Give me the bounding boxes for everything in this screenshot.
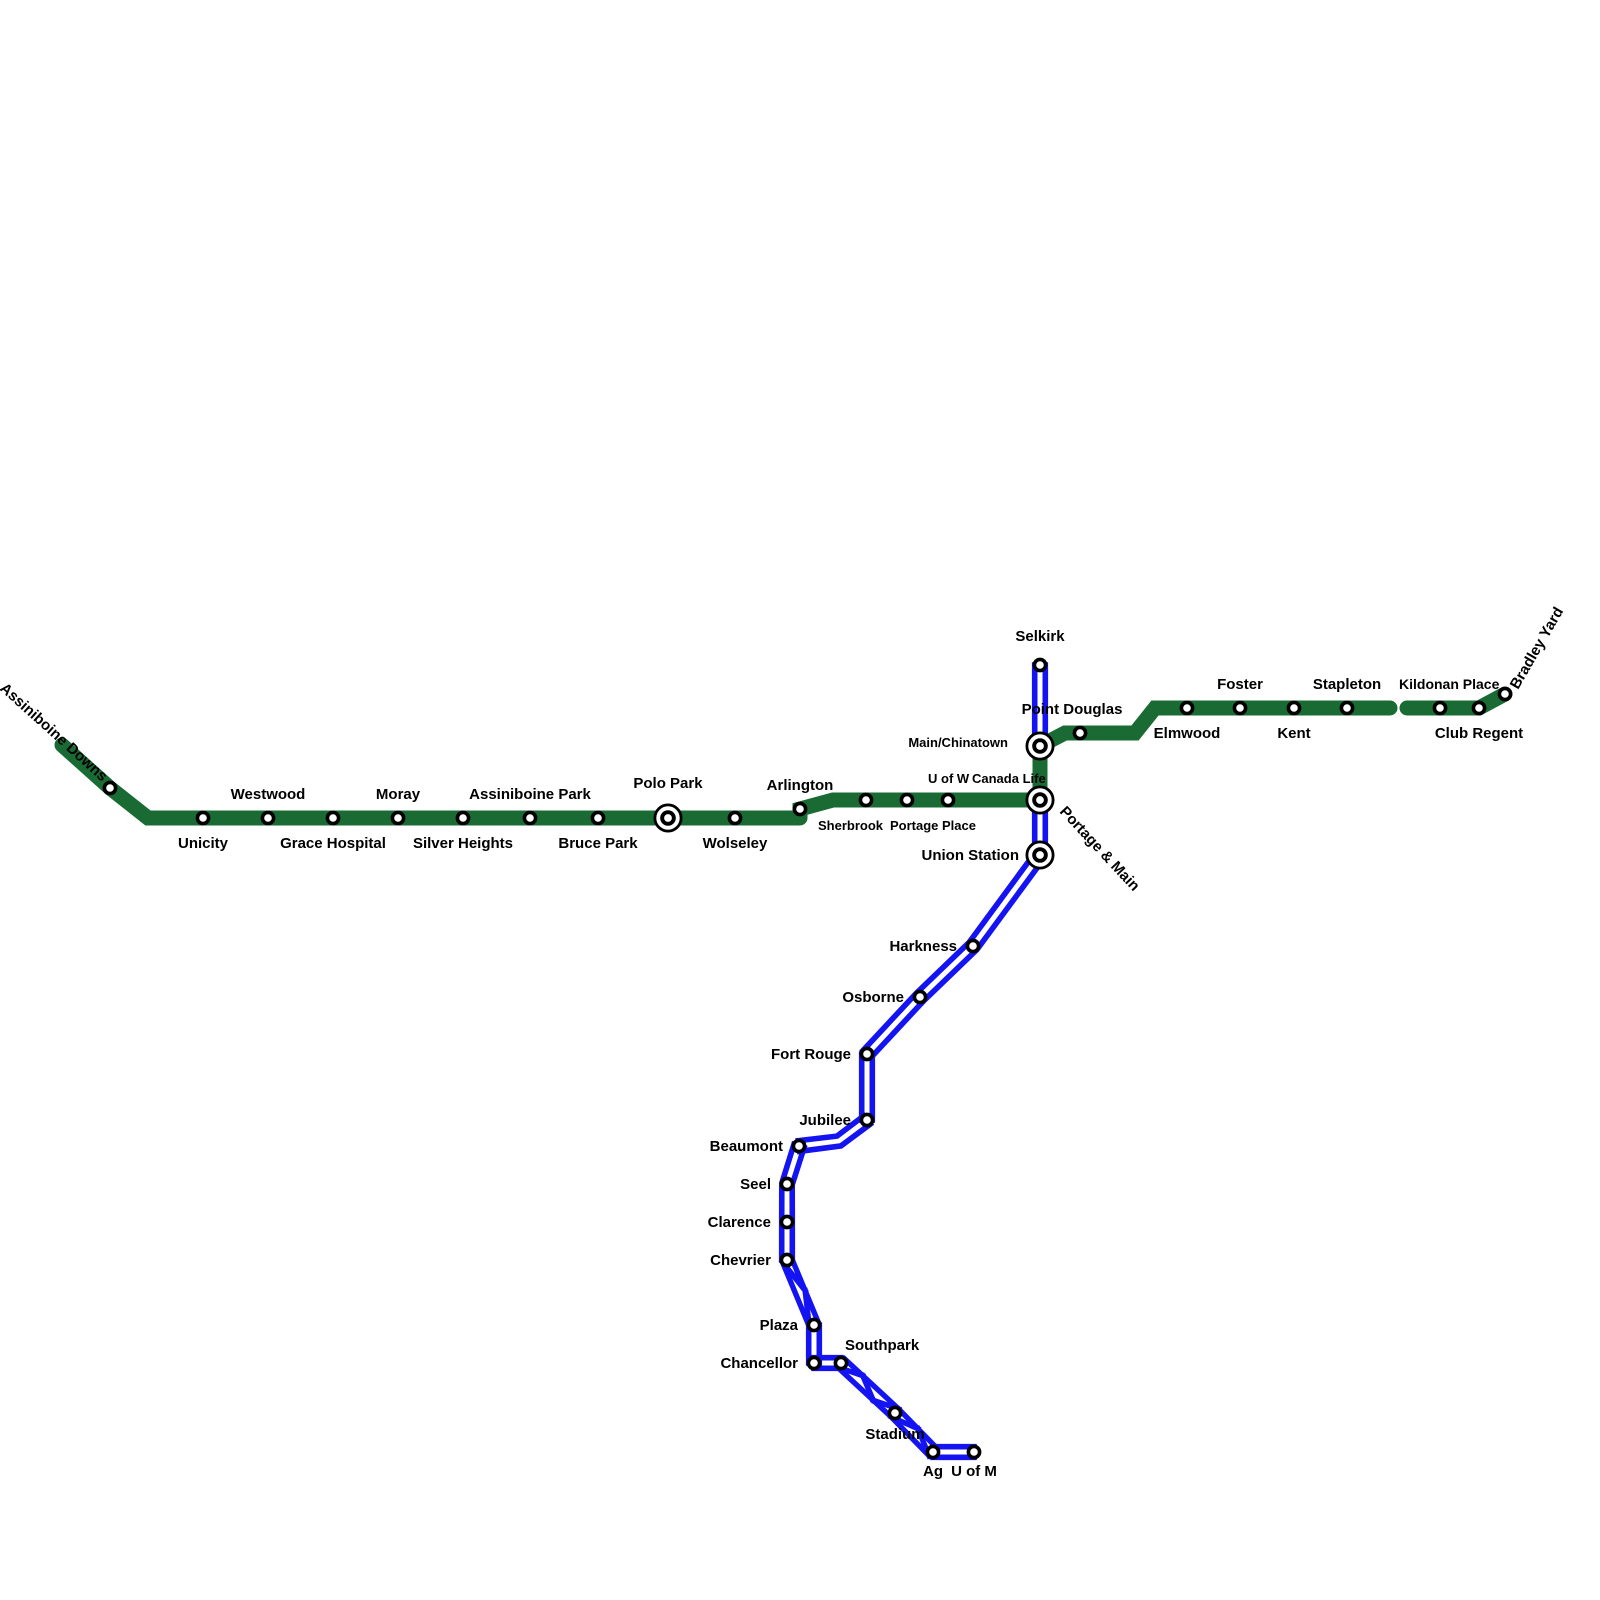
svg-text:Plaza: Plaza: [760, 1317, 799, 1334]
svg-text:Club Regent: Club Regent: [1435, 725, 1523, 742]
svg-text:Seel: Seel: [740, 1176, 771, 1193]
svg-text:Unicity: Unicity: [178, 835, 229, 852]
svg-text:Chancellor: Chancellor: [720, 1355, 798, 1372]
svg-text:Portage & Main: Portage & Main: [1056, 803, 1143, 894]
svg-text:Southpark: Southpark: [845, 1337, 920, 1354]
svg-text:Kildonan Place: Kildonan Place: [1399, 676, 1500, 692]
svg-text:Clarence: Clarence: [708, 1214, 771, 1231]
svg-text:Moray: Moray: [376, 786, 421, 803]
svg-text:Wolseley: Wolseley: [703, 835, 768, 852]
svg-text:Stadium: Stadium: [865, 1426, 924, 1443]
svg-text:Foster: Foster: [1217, 676, 1263, 693]
svg-text:Bradley Yard: Bradley Yard: [1507, 604, 1567, 692]
svg-text:Arlington: Arlington: [767, 777, 834, 794]
svg-text:Portage Place: Portage Place: [890, 818, 976, 833]
svg-text:Main/Chinatown: Main/Chinatown: [908, 735, 1008, 750]
svg-text:Union Station: Union Station: [922, 847, 1020, 864]
svg-text:Polo Park: Polo Park: [633, 775, 703, 792]
svg-text:Chevrier: Chevrier: [710, 1252, 771, 1269]
svg-text:Sherbrook: Sherbrook: [818, 818, 884, 833]
svg-text:Bruce Park: Bruce Park: [558, 835, 638, 852]
svg-text:U of M: U of M: [951, 1463, 997, 1480]
svg-text:Ag: Ag: [923, 1463, 943, 1480]
svg-text:U of W: U of W: [928, 771, 970, 786]
svg-text:Selkirk: Selkirk: [1015, 628, 1065, 645]
svg-text:Silver Heights: Silver Heights: [413, 835, 513, 852]
svg-text:Elmwood: Elmwood: [1154, 725, 1221, 742]
svg-text:Jubilee: Jubilee: [799, 1112, 851, 1129]
svg-text:Osborne: Osborne: [842, 989, 904, 1006]
svg-text:Westwood: Westwood: [231, 786, 306, 803]
svg-text:Point Douglas: Point Douglas: [1022, 701, 1123, 718]
svg-text:Kent: Kent: [1277, 725, 1310, 742]
svg-text:Canada Life: Canada Life: [972, 771, 1046, 786]
svg-text:Assiniboine Park: Assiniboine Park: [469, 786, 591, 803]
svg-text:Fort Rouge: Fort Rouge: [771, 1046, 851, 1063]
svg-text:Stapleton: Stapleton: [1313, 676, 1381, 693]
svg-text:Grace Hospital: Grace Hospital: [280, 835, 386, 852]
svg-text:Beaumont: Beaumont: [710, 1138, 783, 1155]
svg-text:Harkness: Harkness: [889, 938, 957, 955]
svg-text:Assiniboine Downs: Assiniboine Downs: [0, 680, 111, 785]
